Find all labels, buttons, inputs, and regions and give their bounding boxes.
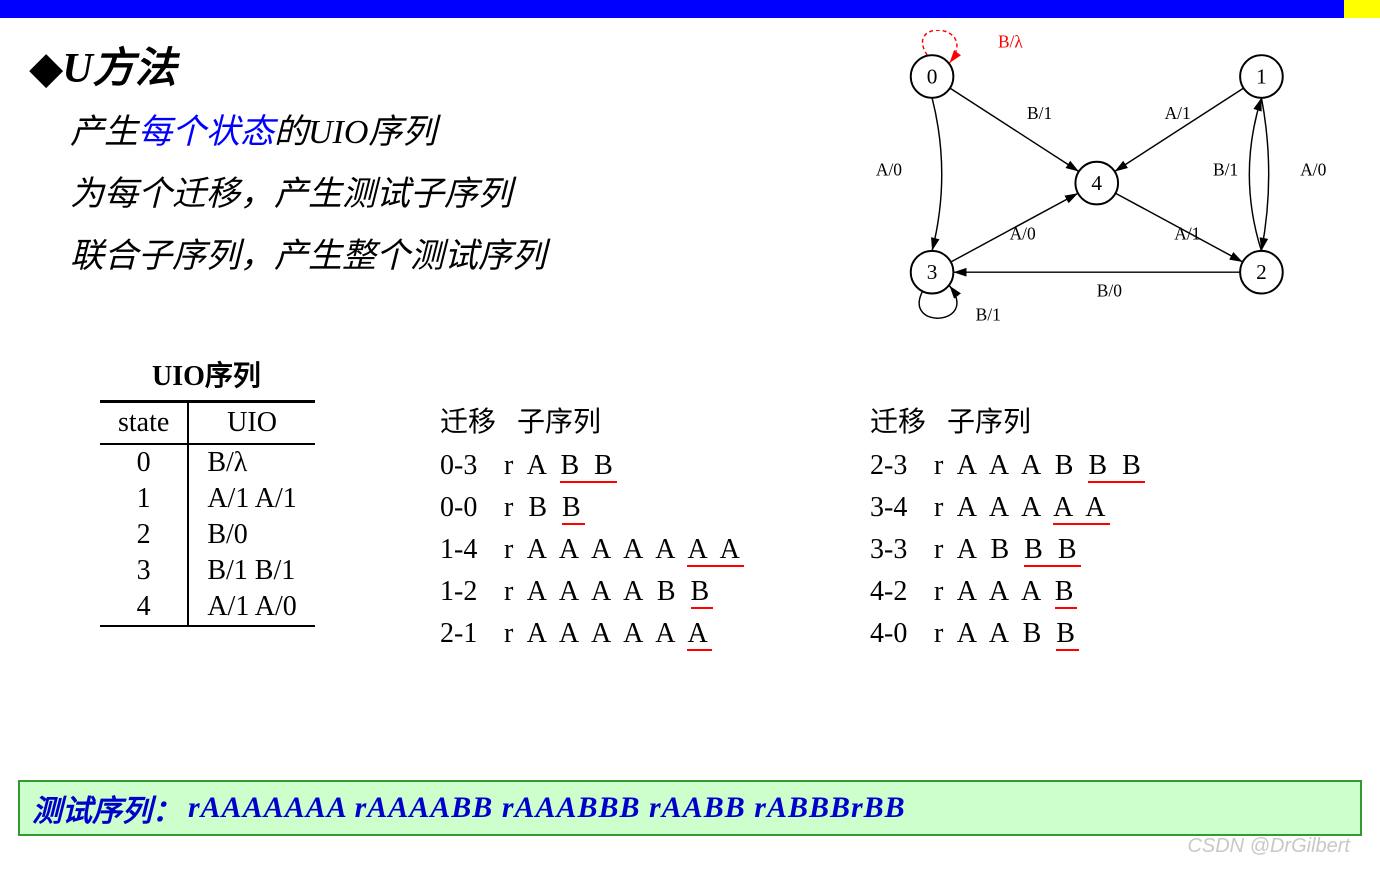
uio-block: UIO序列 state UIO 0B/λ1A/1 A/12B/03B/1 B/1… (100, 354, 315, 627)
transition-seq: r A A A A A A (504, 618, 712, 650)
transition-seq: r B B (504, 492, 585, 524)
svg-text:B/1: B/1 (1213, 159, 1238, 179)
trans-head: 迁移 子序列 (440, 400, 744, 440)
svg-text:3: 3 (927, 260, 938, 284)
transition-seq: r A A A B (934, 576, 1077, 608)
page-title: ◆U方法 (30, 34, 177, 95)
transition-id: 3-3 (870, 534, 934, 566)
transition-seq: r A A A A B B (504, 576, 713, 608)
transition-row: 0-3r A B B (440, 450, 744, 482)
svg-text:B/λ: B/λ (998, 31, 1023, 51)
transition-row: 2-1r A A A A A A (440, 618, 744, 650)
transition-seq: r A A A A A A A (504, 534, 744, 566)
transition-row: 1-2r A A A A B B (440, 576, 744, 608)
transition-row: 2-3r A A A B B B (870, 450, 1145, 482)
bullet-1: 产生每个状态的UIO序列 (70, 102, 546, 164)
bullet-3: 联合子序列，产生整个测试序列 (70, 226, 546, 288)
bullet-list: 产生每个状态的UIO序列 为每个迁移，产生测试子序列 联合子序列，产生整个测试序… (70, 102, 546, 288)
svg-text:0: 0 (927, 64, 938, 88)
transition-id: 4-2 (870, 576, 934, 608)
transition-row: 4-0r A A B B (870, 618, 1145, 650)
result-seq: rAAAAAAA rAAAABB rAAABBB rAABB rABBBrBB (188, 791, 906, 825)
transition-row: 3-4r A A A A A (870, 492, 1145, 524)
svg-text:B/1: B/1 (976, 305, 1001, 325)
uio-val: B/0 (188, 517, 314, 553)
transition-id: 1-4 (440, 534, 504, 566)
uio-val: A/1 A/0 (188, 589, 314, 626)
transition-id: 2-1 (440, 618, 504, 650)
trans-head: 迁移 子序列 (870, 400, 1145, 440)
svg-text:A/0: A/0 (1300, 159, 1326, 179)
svg-text:A/0: A/0 (876, 159, 902, 179)
transition-row: 0-0r B B (440, 492, 744, 524)
svg-text:4: 4 (1091, 171, 1102, 195)
svg-text:A/0: A/0 (1010, 223, 1036, 243)
blue-text: 每个状态 (138, 114, 274, 151)
uio-val: B/λ (188, 444, 314, 481)
uio-state: 4 (100, 589, 188, 626)
uio-header-state: state (100, 402, 188, 445)
uio-val: A/1 A/1 (188, 481, 314, 517)
corner-accent (1344, 0, 1380, 18)
uio-val: B/1 B/1 (188, 553, 314, 589)
transition-id: 4-0 (870, 618, 934, 650)
uio-state: 1 (100, 481, 188, 517)
transition-seq: r A A A B B B (934, 450, 1145, 482)
state-diagram: B/λ A/0 B/1 A/1 B/1 A/0 B/0 A/0 B/1 A/1 0 1 2 3 4 (778, 30, 1338, 340)
transition-seq: r A B B (504, 450, 617, 482)
transition-seq: r A B B B (934, 534, 1081, 566)
result-bar: 测试序列： rAAAAAAA rAAAABB rAAABBB rAABB rAB… (18, 780, 1362, 836)
transition-id: 0-0 (440, 492, 504, 524)
uio-header-uio: UIO (188, 402, 314, 445)
svg-text:2: 2 (1256, 260, 1267, 284)
transition-seq: r A A B B (934, 618, 1079, 650)
title-text: U方法 (62, 46, 176, 92)
transitions-right: 迁移 子序列 2-3r A A A B B B3-4r A A A A A3-3… (870, 400, 1145, 660)
transition-row: 3-3r A B B B (870, 534, 1145, 566)
transition-seq: r A A A A A (934, 492, 1110, 524)
svg-text:A/1: A/1 (1165, 103, 1191, 123)
svg-text:B/0: B/0 (1097, 280, 1122, 300)
uio-title: UIO序列 (152, 354, 315, 394)
transition-row: 1-4r A A A A A A A (440, 534, 744, 566)
top-bar (0, 0, 1380, 18)
transition-id: 3-4 (870, 492, 934, 524)
title-diamond: ◆ (30, 46, 62, 92)
uio-state: 3 (100, 553, 188, 589)
uio-state: 2 (100, 517, 188, 553)
transition-id: 1-2 (440, 576, 504, 608)
svg-text:B/1: B/1 (1027, 103, 1052, 123)
watermark: CSDN @DrGilbert (1187, 835, 1350, 858)
svg-text:A/1: A/1 (1174, 223, 1200, 243)
transition-row: 4-2r A A A B (870, 576, 1145, 608)
uio-state: 0 (100, 444, 188, 481)
transitions-left: 迁移 子序列 0-3r A B B0-0r B B1-4r A A A A A … (440, 400, 744, 660)
svg-text:1: 1 (1256, 64, 1267, 88)
uio-table: state UIO 0B/λ1A/1 A/12B/03B/1 B/14A/1 A… (100, 400, 315, 627)
transition-id: 2-3 (870, 450, 934, 482)
bullet-2: 为每个迁移，产生测试子序列 (70, 164, 546, 226)
result-label: 测试序列： (32, 786, 182, 830)
transition-id: 0-3 (440, 450, 504, 482)
